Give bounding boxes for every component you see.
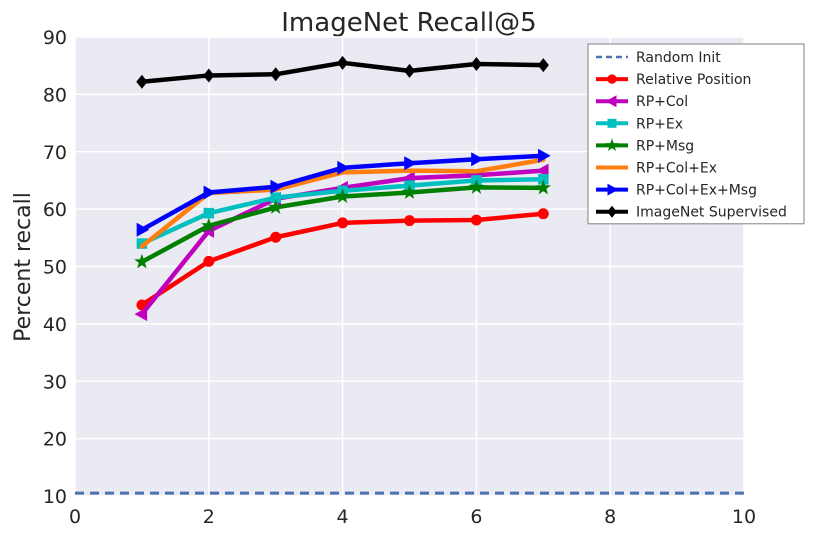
data-point	[136, 74, 148, 89]
legend-item-rp-col: RP+Col	[596, 94, 688, 110]
y-tick-label: 40	[43, 314, 67, 336]
x-tick-label: 6	[470, 506, 482, 528]
data-point	[470, 56, 482, 71]
data-point	[537, 208, 549, 220]
data-point	[270, 67, 282, 82]
chart-title: ImageNet Recall@5	[281, 8, 536, 38]
legend-marker	[607, 183, 619, 196]
data-point	[268, 199, 284, 214]
legend-item-relative-position: Relative Position	[596, 72, 751, 88]
data-point	[203, 185, 217, 200]
y-tick-label: 90	[43, 27, 67, 49]
legend-label: ImageNet Supervised	[636, 205, 787, 221]
legend-marker	[607, 205, 617, 218]
data-point	[337, 160, 350, 175]
x-tick-label: 2	[203, 506, 215, 528]
legend-label: RP+Col+Ex+Msg	[636, 183, 757, 199]
data-point	[404, 156, 417, 171]
legend-item-imagenet-supervised: ImageNet Supervised	[596, 205, 787, 221]
legend-label: RP+Col+Ex	[636, 161, 717, 177]
y-tick-label: 30	[43, 371, 67, 393]
data-point	[401, 184, 418, 199]
legend-marker	[605, 95, 617, 108]
legend-label: Relative Position	[636, 72, 751, 88]
legend-item-rp-col-ex-msg: RP+Col+Ex+Msg	[596, 183, 757, 199]
y-axis-label: Percent recall	[11, 192, 36, 342]
legend-label: Random Init	[636, 50, 721, 66]
y-tick-label: 70	[43, 142, 67, 164]
legend-label: RP+Ex	[636, 116, 683, 132]
x-tick-label: 0	[69, 506, 81, 528]
data-point	[270, 231, 282, 243]
data-point	[535, 179, 551, 195]
data-point	[337, 217, 349, 229]
y-tick-label: 10	[43, 486, 67, 508]
legend-box	[587, 43, 805, 225]
legend-label: RP+Msg	[636, 138, 694, 154]
legend-item-rp-msg: RP+Msg	[596, 138, 694, 154]
y-tick-label: 50	[43, 257, 67, 279]
x-tick-label: 8	[604, 506, 616, 528]
data-point	[136, 222, 150, 237]
data-point	[337, 55, 349, 70]
data-point	[404, 215, 415, 227]
data-point	[203, 68, 215, 83]
data-point	[334, 188, 351, 204]
data-point	[270, 179, 284, 194]
data-point	[403, 63, 416, 78]
data-point	[134, 253, 150, 269]
data-point	[471, 152, 484, 167]
y-tick-label: 80	[43, 84, 67, 106]
data-point	[203, 255, 215, 267]
legend-marker	[607, 118, 617, 128]
legend-label: RP+Col	[636, 94, 688, 110]
legend-item-random-init: Random Init	[596, 50, 721, 66]
grid-lines	[74, 36, 745, 497]
y-tick-label: 20	[43, 429, 67, 451]
data-point	[470, 214, 482, 226]
data-point	[134, 307, 148, 322]
data-point	[538, 148, 551, 163]
series-rp-msg	[134, 179, 551, 269]
x-tick-label: 4	[337, 506, 349, 528]
data-point	[468, 179, 485, 194]
y-tick-label: 60	[43, 199, 67, 221]
data-point	[203, 207, 215, 219]
data-point	[270, 192, 281, 203]
series-rp-col-ex-msg	[136, 148, 551, 237]
data-point	[537, 58, 549, 73]
series-relative-position	[136, 208, 549, 311]
series-imagenet-supervised	[136, 55, 549, 89]
data-point	[201, 217, 217, 233]
legend-marker	[605, 138, 619, 151]
x-tick-label: 10	[732, 506, 756, 528]
legend-item-rp-col-ex: RP+Col+Ex	[596, 161, 717, 177]
data-point	[538, 174, 549, 185]
legend-item-rp-ex: RP+Ex	[596, 116, 683, 132]
legend-marker	[607, 74, 617, 84]
legend: Random Init Relative Position RP+Col RP+Ex R…	[587, 43, 805, 225]
